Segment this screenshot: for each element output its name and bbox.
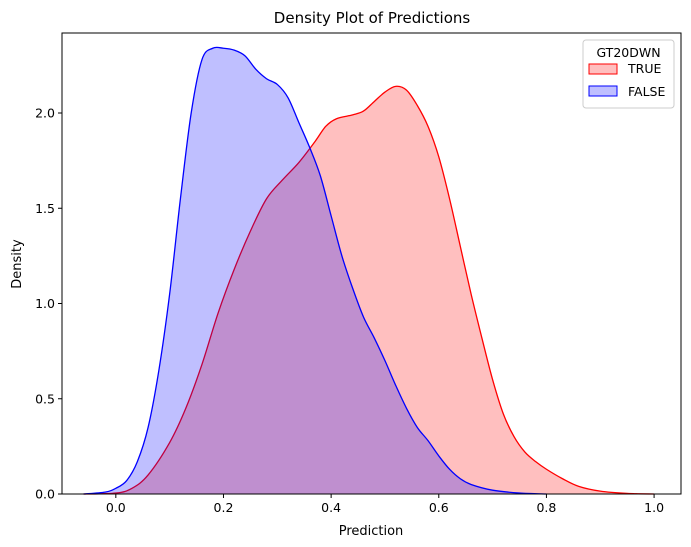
x-axis-label: Prediction: [339, 524, 404, 539]
legend-frame: [582, 39, 675, 109]
x-tick-label: 0.4: [321, 500, 341, 515]
chart-title: Density Plot of Predictions: [274, 9, 471, 27]
density-area-true: [83, 86, 655, 495]
legend-title: GT20DWN: [596, 45, 660, 60]
y-axis-ticks: 0.0 0.5 1.0 1.5 2.0: [35, 106, 62, 502]
density-line-false: [83, 46, 547, 495]
x-tick-label: 0.6: [429, 500, 449, 515]
y-tick-label: 2.0: [35, 106, 55, 121]
x-tick-label: 0.8: [536, 500, 556, 515]
y-tick-label: 1.0: [35, 296, 55, 311]
y-axis-label: Density: [10, 239, 25, 289]
y-tick-label: 0.0: [35, 487, 55, 502]
legend: GT20DWN TRUE FALSE: [582, 39, 675, 109]
x-tick-label: 0.2: [214, 500, 234, 515]
y-tick-label: 1.5: [35, 201, 55, 216]
y-tick-label: 0.5: [35, 391, 55, 406]
x-tick-label: 0.0: [106, 500, 126, 515]
x-axis-ticks: 0.0 0.2 0.4 0.6 0.8 1.0: [106, 494, 664, 515]
x-tick-label: 1.0: [644, 500, 664, 515]
series-layer: [83, 46, 655, 495]
density-line-true: [83, 85, 655, 495]
density-area-false: [83, 47, 547, 494]
plot-frame: [61, 32, 682, 495]
legend-swatch-false: [588, 85, 618, 97]
legend-label-true: TRUE: [627, 61, 661, 76]
legend-swatch-true: [588, 63, 618, 75]
legend-label-false: FALSE: [628, 84, 665, 99]
